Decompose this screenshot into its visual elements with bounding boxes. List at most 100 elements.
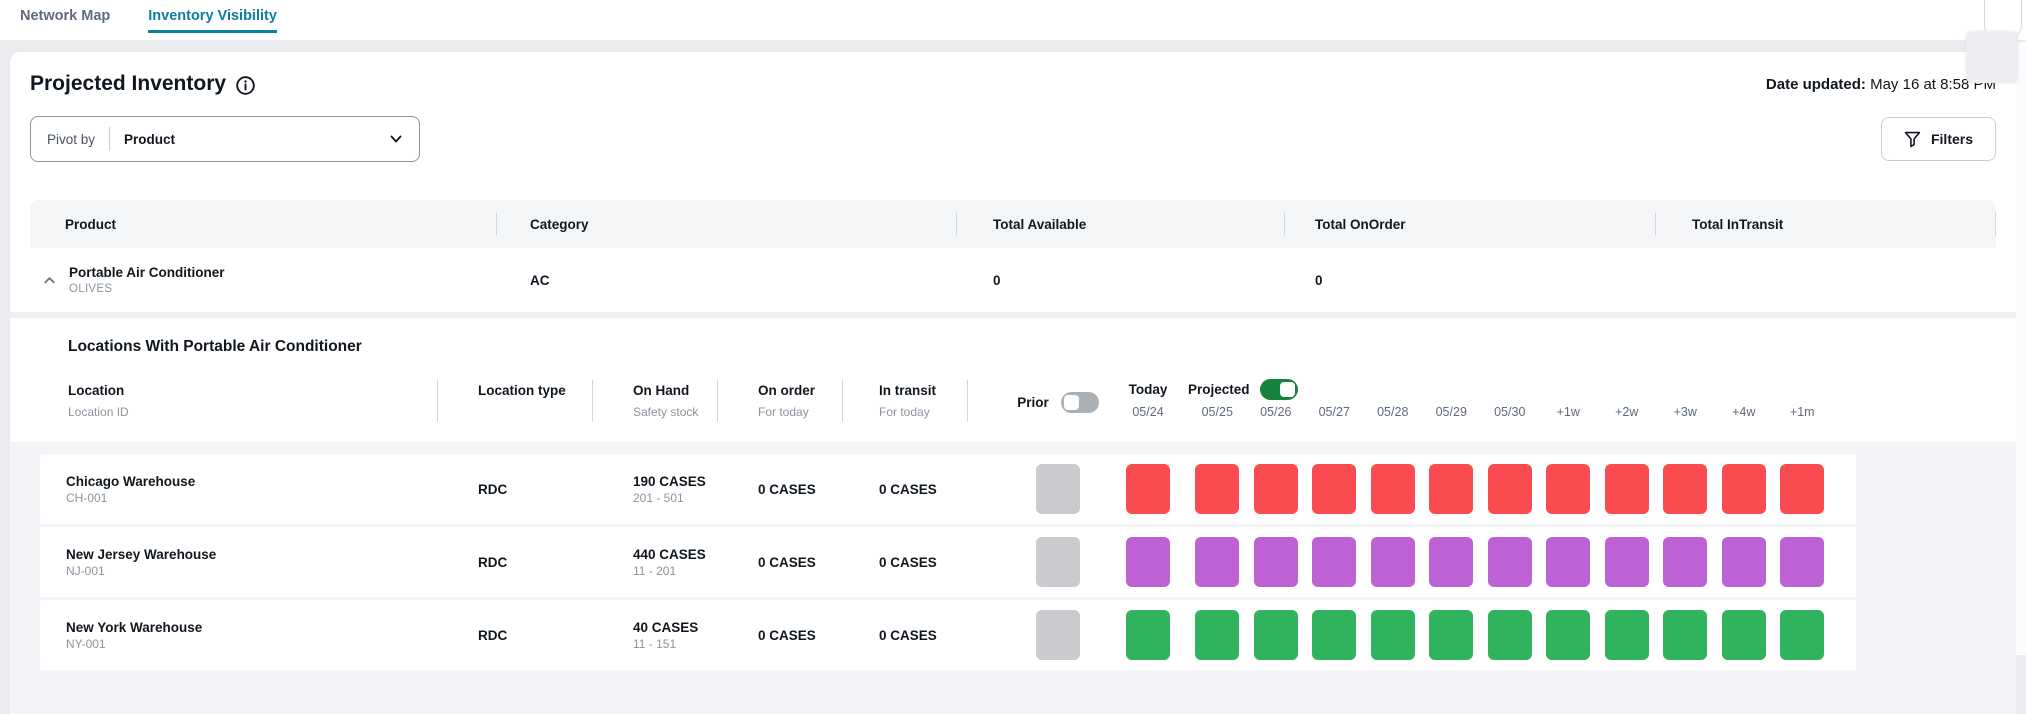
tab-inventory-visibility[interactable]: Inventory Visibility [148, 0, 277, 33]
projected-inventory-cell[interactable] [1663, 610, 1707, 660]
timeline-header: Prior Today 05/24 Projected 05/2505/2605… [968, 376, 1832, 428]
location-id: NY-001 [66, 637, 438, 651]
date-label: +4w [1732, 402, 1755, 422]
column-header-total-onorder: Total OnOrder [1285, 200, 1656, 248]
projected-inventory-cell[interactable] [1195, 537, 1239, 587]
prior-toggle[interactable] [1061, 392, 1099, 413]
date-column-header: 05/29 [1422, 376, 1481, 428]
projected-inventory-cell[interactable] [1780, 464, 1824, 514]
projected-inventory-cell[interactable] [1722, 610, 1766, 660]
projected-inventory-cell[interactable] [1371, 610, 1415, 660]
on-order-value: 0 CASES [718, 555, 843, 570]
date-column-header: +4w [1715, 376, 1774, 428]
date-label: 05/26 [1260, 402, 1291, 422]
projected-inventory-cell[interactable] [1371, 464, 1415, 514]
locations-table-header: Location Location ID Location type On Ha… [30, 376, 1996, 428]
today-inventory-cell[interactable] [1126, 537, 1170, 587]
collapse-chevron-icon[interactable] [42, 273, 57, 288]
date-updated: Date updated: May 16 at 8:58 PM [1766, 76, 1996, 93]
projected-inventory-cell[interactable] [1722, 464, 1766, 514]
on-hand-label: On Hand [633, 378, 718, 402]
projected-inventory-cell[interactable] [1254, 464, 1298, 514]
filters-button-label: Filters [1931, 131, 1973, 147]
on-hand-value: 190 CASES [633, 474, 718, 489]
location-row[interactable]: Chicago Warehouse CH-001 RDC 190 CASES 2… [40, 454, 1856, 524]
projected-inventory-cell[interactable] [1195, 464, 1239, 514]
projected-inventory-cell[interactable] [1663, 464, 1707, 514]
location-type-label: Location type [478, 378, 593, 402]
product-table: Product Category Total Available Total O… [30, 200, 1996, 312]
projected-toggle[interactable] [1260, 379, 1298, 400]
projected-inventory-cell[interactable] [1312, 610, 1356, 660]
info-icon[interactable] [236, 76, 255, 95]
top-tab-bar: Network Map Inventory Visibility [0, 0, 2026, 40]
date-column-header: +3w [1656, 376, 1715, 428]
date-column-header: +2w [1598, 376, 1657, 428]
projected-inventory-cell[interactable] [1195, 610, 1239, 660]
column-header-category: Category [497, 200, 957, 248]
projected-inventory-cell[interactable] [1605, 464, 1649, 514]
projected-inventory-cell[interactable] [1663, 537, 1707, 587]
pivot-by-label: Pivot by [47, 132, 95, 147]
filters-button[interactable]: Filters [1881, 117, 1996, 161]
projected-inventory-cell[interactable] [1488, 464, 1532, 514]
today-inventory-cell[interactable] [1126, 610, 1170, 660]
projected-inventory-cell[interactable] [1312, 537, 1356, 587]
column-header-total-intransit: Total InTransit [1656, 200, 1996, 248]
location-row[interactable]: New Jersey Warehouse NJ-001 RDC 440 CASE… [40, 527, 1856, 597]
projected-inventory-cell[interactable] [1722, 537, 1766, 587]
projected-inventory-cell[interactable] [1254, 610, 1298, 660]
projected-inventory-card: Projected Inventory Date updated: May 16… [10, 52, 2016, 672]
column-header-prior: Prior [1008, 376, 1108, 428]
on-order-sub-label: For today [758, 402, 843, 422]
projected-inventory-cell[interactable] [1254, 537, 1298, 587]
projected-inventory-cell[interactable] [1546, 464, 1590, 514]
projected-label: Projected [1188, 382, 1250, 397]
projected-inventory-cell[interactable] [1605, 610, 1649, 660]
tab-network-map[interactable]: Network Map [20, 0, 110, 30]
safety-stock-value: 201 - 501 [633, 491, 718, 505]
projected-inventory-cell[interactable] [1780, 537, 1824, 587]
prior-inventory-cell[interactable] [1036, 464, 1080, 514]
column-header-today: Today 05/24 [1108, 376, 1188, 428]
on-hand-value: 40 CASES [633, 620, 718, 635]
date-updated-label: Date updated: [1766, 76, 1866, 93]
floating-panel-overlay [1966, 31, 2018, 83]
projected-inventory-cell[interactable] [1429, 464, 1473, 514]
projected-inventory-cell[interactable] [1605, 537, 1649, 587]
date-label: 05/27 [1319, 402, 1350, 422]
projected-inventory-cell[interactable] [1546, 610, 1590, 660]
projected-inventory-cell[interactable] [1546, 537, 1590, 587]
total-onorder-value: 0 [1285, 273, 1656, 288]
projected-inventory-cell[interactable] [1429, 537, 1473, 587]
projected-inventory-cell[interactable] [1312, 464, 1356, 514]
product-subtitle: OLIVES [69, 282, 225, 297]
scrollbar-track[interactable] [2016, 42, 2026, 655]
projected-inventory-cell[interactable] [1371, 537, 1415, 587]
prior-inventory-cell[interactable] [1036, 537, 1080, 587]
pivot-by-select[interactable]: Pivot by Product [30, 116, 420, 162]
projected-inventory-cell[interactable] [1429, 610, 1473, 660]
on-hand-value: 440 CASES [633, 547, 718, 562]
on-order-value: 0 CASES [718, 482, 843, 497]
product-row[interactable]: Portable Air Conditioner OLIVES AC 0 0 [30, 248, 1996, 312]
in-transit-value: 0 CASES [843, 628, 968, 643]
page-title-text: Projected Inventory [30, 72, 226, 96]
date-label: +1m [1790, 402, 1815, 422]
today-inventory-cell[interactable] [1126, 464, 1170, 514]
column-header-location-type: Location type [438, 376, 593, 428]
location-name: New York Warehouse [66, 620, 438, 635]
prior-inventory-cell[interactable] [1036, 610, 1080, 660]
projected-inventory-cell[interactable] [1780, 610, 1824, 660]
today-label: Today [1129, 376, 1168, 402]
column-header-projected: Projected [1188, 376, 1298, 402]
column-header-on-order: On order For today [718, 376, 843, 428]
location-id-label: Location ID [68, 402, 438, 422]
projected-inventory-cell[interactable] [1488, 537, 1532, 587]
in-transit-value: 0 CASES [843, 555, 968, 570]
date-label: +3w [1674, 402, 1697, 422]
projected-inventory-cell[interactable] [1488, 610, 1532, 660]
column-header-location: Location Location ID [30, 376, 438, 428]
location-row[interactable]: New York Warehouse NY-001 RDC 40 CASES 1… [40, 600, 1856, 670]
pivot-selected-value: Product [124, 132, 175, 147]
